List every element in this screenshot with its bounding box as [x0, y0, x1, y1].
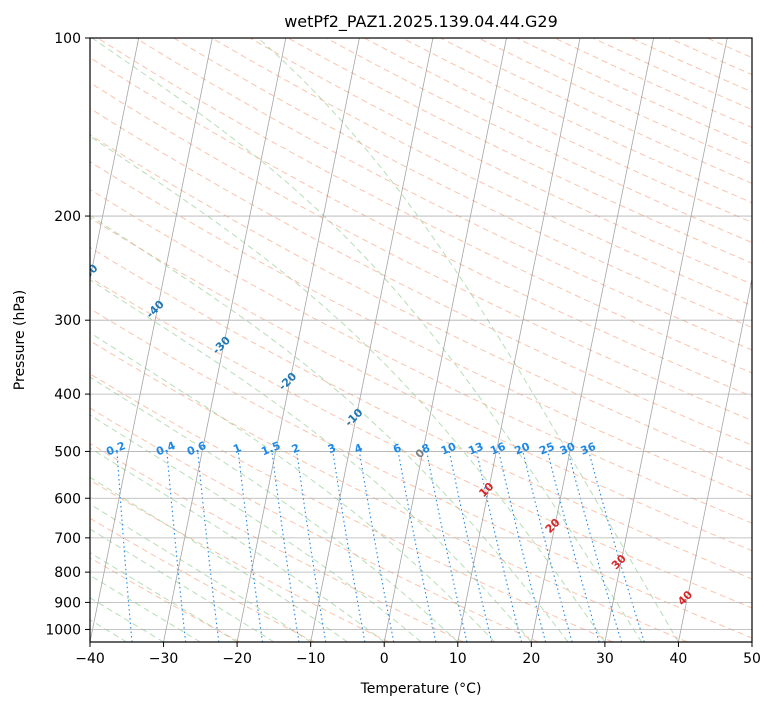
dry-adiabat [90, 246, 752, 580]
mixing-ratio-line [271, 451, 300, 642]
dry-adiabat [90, 134, 752, 472]
moist-adiabat [90, 376, 459, 642]
isotherm-line [604, 38, 728, 642]
x-tick-label: −10 [296, 651, 326, 667]
mixing-ratio-label: 25 [537, 440, 556, 458]
isotherm-line [236, 38, 360, 642]
mixing-ratio-line [332, 451, 366, 642]
dry-adiabat [90, 479, 390, 642]
y-tick-label: 1000 [45, 622, 81, 638]
mixing-ratio-line [237, 451, 264, 642]
y-tick-label: 800 [54, 565, 81, 581]
dry-adiabat [90, 373, 613, 642]
x-tick-label: 20 [522, 651, 540, 667]
isotherm-line [530, 38, 654, 642]
moist-adiabat [90, 214, 569, 642]
mixing-ratio-line [547, 451, 600, 642]
y-tick-label: 600 [54, 491, 81, 507]
dry-adiabat [90, 188, 752, 524]
mixing-ratio-line [397, 451, 437, 642]
mixing-ratio-label: 36 [579, 440, 598, 458]
dry-adiabat [90, 82, 752, 422]
isotherm-line [310, 38, 434, 642]
mixing-ratio-line [166, 451, 187, 642]
x-tick-label: 40 [670, 651, 688, 667]
x-tick-label: 0 [380, 651, 389, 667]
isotherm-line [457, 38, 581, 642]
x-tick-label: −30 [149, 651, 179, 667]
moist-adiabat [90, 552, 238, 642]
mixing-ratio-label: 10 [439, 440, 458, 458]
mixing-ratio-label: 3 [326, 441, 338, 456]
y-tick-label: 900 [54, 595, 81, 611]
isobar-gridlines [90, 38, 752, 630]
isotherm-line [90, 38, 213, 642]
x-axis-title: Temperature (°C) [360, 681, 482, 697]
y-axis: 100 200 300 400 500 600 700 800 900 1000 [45, 31, 90, 638]
dry-adiabats [90, 38, 752, 642]
moist-adiabat [90, 135, 606, 642]
moist-adiabat [90, 447, 385, 642]
skewed-isotherms [90, 38, 752, 642]
moist-adiabat [90, 279, 532, 642]
y-tick-label: 700 [54, 531, 81, 547]
x-tick-label: 50 [743, 651, 761, 667]
dry-adiabat [90, 217, 752, 552]
mixing-ratio-label: 20 [513, 440, 532, 458]
mixing-ratio-label: 2 [290, 441, 302, 456]
dry-adiabat [90, 340, 688, 642]
mixing-ratio-line [567, 451, 623, 642]
x-axis: −40 −30 −20 −10 0 10 20 30 40 50 [75, 642, 761, 667]
mixing-ratio-line [296, 451, 327, 642]
mixing-ratio-label: 8 [420, 441, 432, 456]
mixing-ratio-label: 1 [231, 441, 243, 456]
dry-adiabat [90, 276, 752, 609]
isotherm-line [90, 38, 140, 281]
mixing-ratio-line [197, 451, 220, 642]
dry-adiabat [90, 517, 315, 642]
y-tick-label: 400 [54, 387, 81, 403]
dry-adiabat [90, 57, 752, 397]
dry-adiabat [135, 38, 752, 351]
dry-adiabat [90, 161, 752, 498]
y-tick-label: 200 [54, 209, 81, 225]
isotherm-line [163, 38, 287, 642]
dry-adiabat [173, 38, 752, 329]
x-tick-label: 30 [596, 651, 614, 667]
isotherm-line [383, 38, 507, 642]
y-tick-label: 500 [54, 444, 81, 460]
mixing-ratio-label: 30 [558, 440, 577, 458]
dry-adiabat [249, 38, 752, 285]
chart-title: wetPf2_PAZ1.2025.139.04.44.G29 [284, 12, 558, 32]
isotherm-line [678, 276, 752, 642]
moist-adiabat [90, 574, 201, 642]
plot-frame [89, 37, 753, 643]
x-tick-label: −20 [222, 651, 252, 667]
mixing-ratio-line [116, 451, 133, 642]
moist-adiabat [90, 414, 422, 642]
moist-adiabat [90, 597, 164, 642]
isotherm-label: -50 [77, 261, 100, 284]
x-tick-label: 10 [449, 651, 467, 667]
moist-adiabat [90, 332, 495, 642]
y-axis-title: Pressure (hPa) [12, 290, 28, 390]
mixing-ratio-label: 16 [488, 440, 507, 458]
y-tick-label: 100 [54, 31, 81, 47]
moist-adiabat [90, 476, 348, 642]
plot-area: -100-90-80-70-60-50-40-30-20-10010203040… [77, 38, 752, 642]
mixing-ratio-label: 13 [466, 440, 485, 458]
y-tick-label: 300 [54, 313, 81, 329]
x-tick-label: −40 [75, 651, 105, 667]
